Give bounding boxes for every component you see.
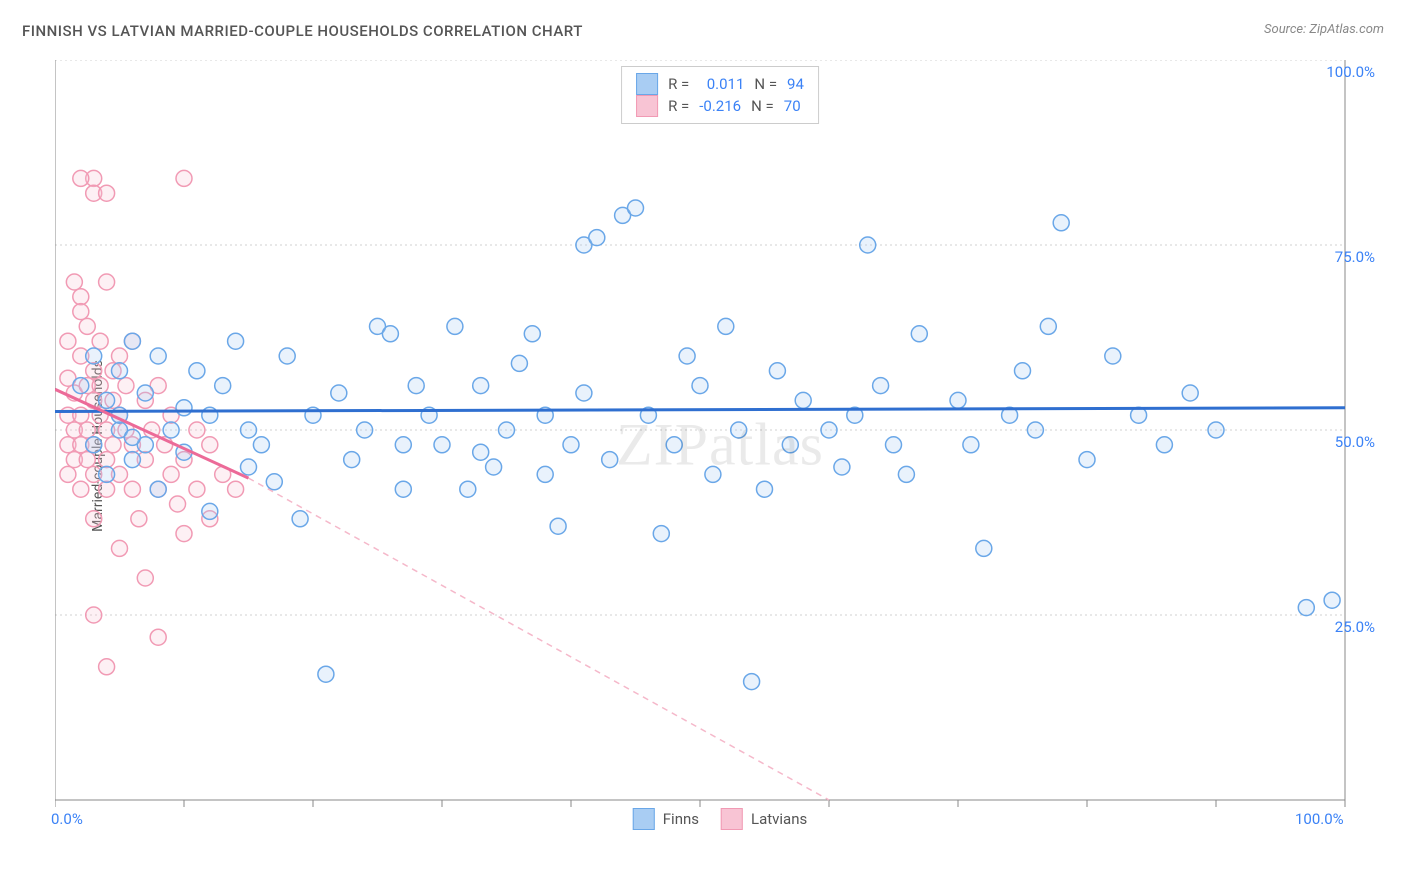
swatch-finns	[636, 73, 658, 95]
y-tick-label: 100.0%	[1326, 63, 1375, 81]
bottom-legend: Finns Latvians	[633, 808, 808, 830]
chart-svg	[55, 60, 1385, 830]
legend-label: Finns	[663, 810, 699, 828]
legend-item: Finns	[633, 808, 699, 830]
legend-item: Latvians	[721, 808, 807, 830]
stats-legend: R = 0.011 N = 94 R = -0.216 N = 70	[621, 66, 819, 124]
stat-r-finns: 0.011	[699, 73, 744, 95]
y-tick-label: 50.0%	[1335, 433, 1375, 451]
stat-r-latvians: -0.216	[699, 95, 741, 117]
swatch-latvians	[636, 95, 658, 117]
y-tick-label: 25.0%	[1335, 618, 1375, 636]
stat-n-label: N =	[754, 73, 777, 95]
legend-label: Latvians	[751, 810, 807, 828]
y-tick-label: 75.0%	[1335, 248, 1375, 266]
x-tick-label: 0.0%	[51, 810, 83, 828]
x-tick-label: 100.0%	[1295, 810, 1344, 828]
stat-n-finns: 94	[787, 73, 804, 95]
legend-swatch	[633, 808, 655, 830]
source-label: Source: ZipAtlas.com	[1264, 22, 1384, 37]
stat-r-label: R =	[668, 95, 689, 117]
stats-row-finns: R = 0.011 N = 94	[636, 73, 804, 95]
stats-row-latvians: R = -0.216 N = 70	[636, 95, 804, 117]
legend-swatch	[721, 808, 743, 830]
chart-title: FINNISH VS LATVIAN MARRIED-COUPLE HOUSEH…	[22, 22, 583, 40]
stat-r-label: R =	[668, 73, 689, 95]
plot-area: ZIPatlas R = 0.011 N = 94 R = -0.216 N =…	[55, 60, 1385, 830]
stat-n-latvians: 70	[784, 95, 801, 117]
stat-n-label: N =	[751, 95, 774, 117]
